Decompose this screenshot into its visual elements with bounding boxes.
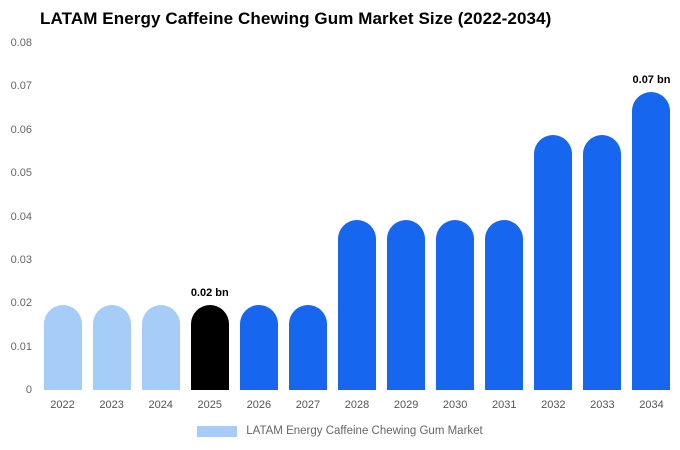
- x-axis-label-2024: 2024: [148, 399, 173, 411]
- bar-2029[interactable]: [387, 219, 426, 390]
- y-tick-label: 0.07: [10, 80, 32, 93]
- bar-column: [480, 43, 529, 390]
- x-axis: 2022 2023 2024 2025 2026 2027 2028 2029 2030 2031…: [38, 399, 676, 411]
- x-axis-label-2033: 2033: [590, 399, 615, 411]
- bar-column: [332, 43, 381, 390]
- bar-column: [283, 43, 332, 390]
- bar-2033[interactable]: [583, 134, 622, 390]
- bar-2034[interactable]: [632, 92, 671, 390]
- bar-column: [529, 43, 578, 390]
- chart-title: LATAM Energy Caffeine Chewing Gum Market…: [40, 9, 552, 28]
- x-axis-label-2025: 2025: [197, 399, 223, 411]
- bar-column: [136, 43, 185, 390]
- legend-color-swatch: [197, 425, 238, 437]
- bar-2030[interactable]: [436, 219, 475, 390]
- y-tick-label: 0.04: [10, 210, 32, 223]
- bar-2028[interactable]: [338, 219, 376, 390]
- x-axis-label-2030: 2030: [442, 399, 468, 411]
- legend-label: LATAM Energy Caffeine Chewing Gum Market: [246, 425, 483, 437]
- bar-column: [382, 43, 431, 390]
- bar-2027[interactable]: [288, 305, 327, 390]
- y-tick-label: 0.01: [10, 340, 32, 353]
- y-tick-label: 0.08: [10, 37, 32, 49]
- bar-2022[interactable]: [43, 305, 82, 390]
- y-tick-label: 0: [25, 384, 32, 396]
- bar-column: [38, 43, 87, 390]
- bar-2026[interactable]: [239, 305, 278, 390]
- bar-column: [234, 43, 283, 390]
- x-axis-label-2032: 2032: [541, 399, 566, 411]
- y-tick-label: 0.06: [10, 123, 32, 136]
- bar-value-label: 0.07 bn: [632, 74, 671, 87]
- plot-area: 0.02 bn 0.07 bn: [38, 43, 676, 390]
- bar-2032[interactable]: [534, 134, 573, 390]
- bar-column: [87, 43, 136, 390]
- x-axis-label-2023: 2023: [99, 399, 124, 411]
- legend-item[interactable]: LATAM Energy Caffeine Chewing Gum Market: [0, 425, 680, 437]
- bar-column: [431, 43, 480, 390]
- y-tick-label: 0.02: [10, 297, 32, 310]
- bar-2024[interactable]: [141, 305, 180, 390]
- bar-2031[interactable]: [485, 219, 524, 390]
- bar-value-label: 0.02 bn: [190, 287, 229, 299]
- y-tick-label: 0.03: [10, 253, 32, 266]
- x-axis-label-2026: 2026: [246, 399, 272, 411]
- bar-column: 0.02 bn: [185, 43, 234, 390]
- y-tick-label: 0.05: [10, 167, 32, 180]
- x-axis-label-2031: 2031: [492, 399, 517, 411]
- bar-2025[interactable]: [190, 305, 229, 390]
- bar-column: [578, 43, 627, 390]
- bar-2023[interactable]: [92, 305, 131, 390]
- x-axis-label-2029: 2029: [393, 399, 419, 411]
- x-axis-label-2027: 2027: [295, 399, 321, 411]
- x-axis-label-2022: 2022: [50, 399, 75, 411]
- x-axis-label-2028: 2028: [344, 399, 370, 411]
- bar-column: 0.07 bn: [627, 43, 676, 390]
- x-axis-label-2034: 2034: [639, 399, 664, 411]
